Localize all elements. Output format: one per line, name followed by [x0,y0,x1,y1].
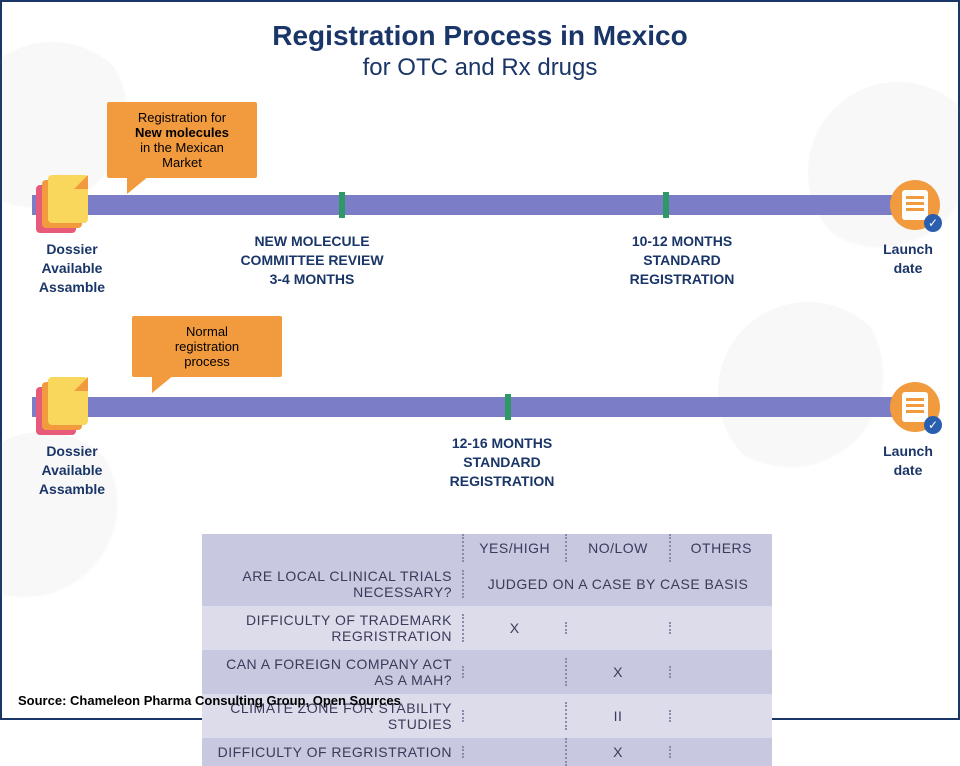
info-table: YES/HIGH NO/LOW OTHERS ARE LOCAL CLINICA… [202,534,772,766]
table-cell [565,622,668,634]
table-question: CAN A FOREIGN COMPANY ACT AS A MAH? [202,650,462,694]
phase-label: NEW MOLECULECOMMITTEE REVIEW3-4 MONTHS [212,232,412,289]
timeline-tick [339,192,345,218]
end-label: Launch date [868,240,948,278]
table-row: DIFFICULTY OF TRADEMARK REGRISTRATIONX [202,606,772,650]
title-block: Registration Process in Mexico for OTC a… [2,2,958,82]
timeline-tick [505,394,511,420]
table-header: NO/LOW [565,534,668,562]
table-header: YES/HIGH [462,534,565,562]
table-header: OTHERS [669,534,772,562]
launch-icon: ✓ [890,382,940,432]
start-label: Dossier Available Assamble [22,240,122,297]
table-row: ARE LOCAL CLINICAL TRIALS NECESSARY?JUDG… [202,562,772,606]
table-cell [462,666,565,678]
timeline-bar [32,397,908,417]
table-cell: II [565,702,668,730]
timeline: Registration forNew moleculesin the Mexi… [2,140,958,340]
table-cell: X [565,738,668,766]
table-header-row: YES/HIGH NO/LOW OTHERS [202,534,772,562]
table-question: DIFFICULTY OF TRADEMARK REGRISTRATION [202,606,462,650]
table-cell: JUDGED ON A CASE BY CASE BASIS [462,570,772,598]
phase-label: 10-12 MONTHSSTANDARDREGISTRATION [582,232,782,289]
page-subtitle: for OTC and Rx drugs [2,54,958,82]
page-title: Registration Process in Mexico [2,20,958,52]
table-cell: X [565,658,668,686]
phase-label: 12-16 MONTHSSTANDARDREGISTRATION [402,434,602,491]
end-label: Launch date [868,442,948,480]
table-row: CAN A FOREIGN COMPANY ACT AS A MAH? X [202,650,772,694]
source-attribution: Source: Chameleon Pharma Consulting Grou… [18,693,401,708]
table-cell [669,746,772,758]
table-row: DIFFICULTY OF REGRISTRATION X [202,738,772,766]
table-question: DIFFICULTY OF REGRISTRATION [202,738,462,766]
timeline: Normalregistrationprocess✓Dossier Availa… [2,342,958,542]
table-cell [462,710,565,722]
launch-icon: ✓ [890,180,940,230]
table-cell [669,622,772,634]
callout: Normalregistrationprocess [132,316,282,377]
table-cell [462,746,565,758]
table-cell [669,710,772,722]
callout: Registration forNew moleculesin the Mexi… [107,102,257,178]
table-cell: X [462,614,565,642]
start-label: Dossier Available Assamble [22,442,122,499]
table-question: ARE LOCAL CLINICAL TRIALS NECESSARY? [202,562,462,606]
dossier-icon [36,175,94,233]
table-cell [669,666,772,678]
dossier-icon [36,377,94,435]
timeline-bar [32,195,908,215]
timeline-tick [663,192,669,218]
